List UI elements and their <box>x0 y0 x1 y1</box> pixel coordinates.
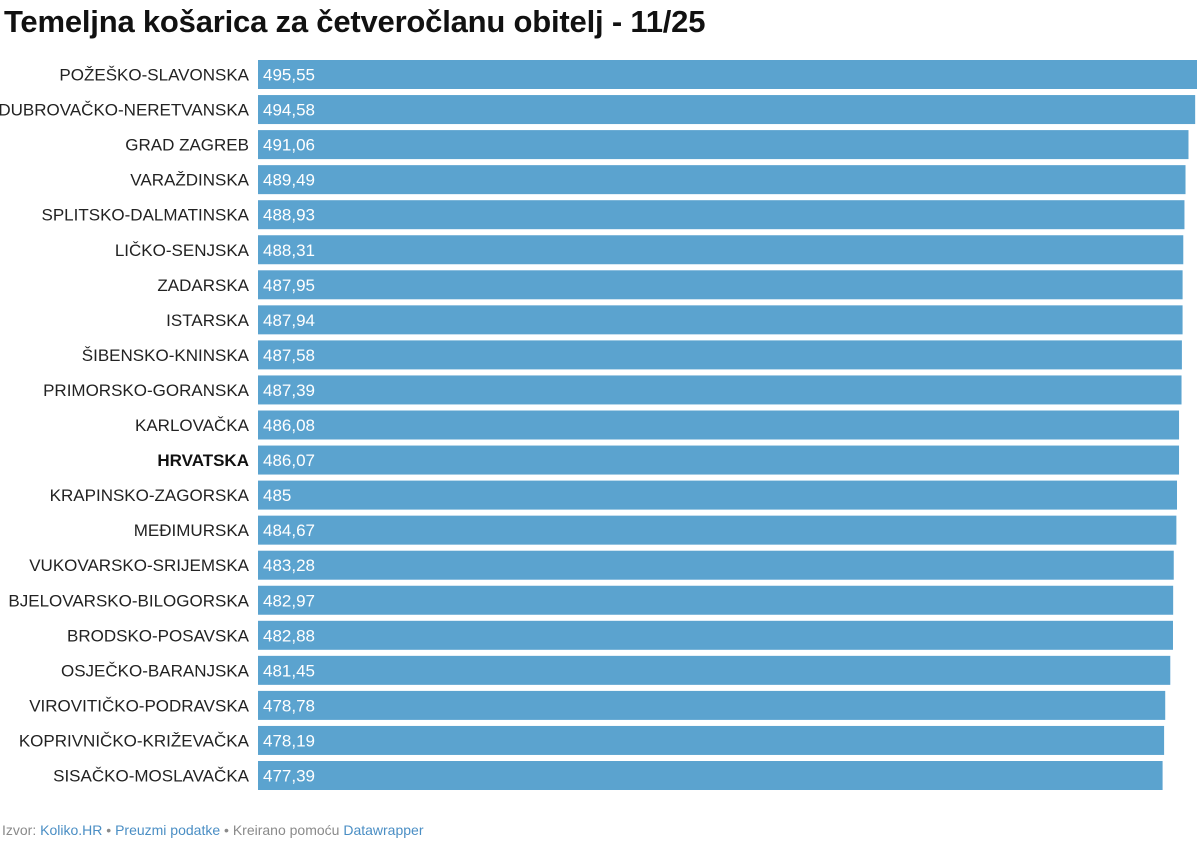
bar <box>258 655 1171 685</box>
category-label: DUBROVAČKO-NERETVANSKA <box>0 101 250 120</box>
bar-value-label: 482,97 <box>263 591 315 610</box>
bar-value-label: 489,49 <box>263 171 315 190</box>
bar <box>258 480 1178 510</box>
bar-value-label: 491,06 <box>263 136 315 155</box>
category-label: KOPRIVNIČKO-KRIŽEVAČKA <box>19 731 250 750</box>
category-label: SPLITSKO-DALMATINSKA <box>41 206 249 225</box>
category-label: VUKOVARSKO-SRIJEMSKA <box>29 556 249 575</box>
bar-value-label: 478,78 <box>263 696 315 715</box>
bar <box>258 515 1177 545</box>
bar <box>258 761 1163 790</box>
category-label: BRODSKO-POSAVSKA <box>67 626 250 645</box>
bar <box>258 270 1183 300</box>
category-label: VARAŽDINSKA <box>130 171 249 190</box>
bar <box>258 305 1183 335</box>
bar <box>258 235 1184 265</box>
category-label: GRAD ZAGREB <box>125 136 249 155</box>
datawrapper-link[interactable]: Datawrapper <box>343 822 424 838</box>
bar-value-label: 487,95 <box>263 276 315 295</box>
bar <box>258 585 1174 615</box>
chart-footer: Izvor: Koliko.HR • Preuzmi podatke • Kre… <box>2 822 423 838</box>
category-label: VIROVITIČKO-PODRAVSKA <box>29 696 249 715</box>
category-label: BJELOVARSKO-BILOGORSKA <box>8 591 249 610</box>
source-prefix: Izvor: <box>2 822 37 838</box>
bar-value-label: 488,31 <box>263 241 315 260</box>
bar <box>258 165 1186 195</box>
category-label: PRIMORSKO-GORANSKA <box>43 381 250 400</box>
bar-value-label: 486,08 <box>263 416 315 435</box>
separator-1: • <box>106 822 112 838</box>
chart-title: Temeljna košarica za četveročlanu obitel… <box>4 4 706 39</box>
bar-value-label: 482,88 <box>263 626 315 645</box>
bar <box>258 340 1182 370</box>
separator-2: • <box>224 822 229 838</box>
bar <box>258 725 1165 755</box>
category-label: KARLOVAČKA <box>135 416 250 435</box>
bar-value-label: 477,39 <box>263 767 315 786</box>
bar-value-label: 486,07 <box>263 451 315 470</box>
bar <box>258 95 1196 125</box>
bar <box>258 130 1189 160</box>
bar-value-label: 487,39 <box>263 381 315 400</box>
bar <box>258 60 1197 89</box>
category-label: HRVATSKA <box>157 451 249 470</box>
bar-value-label: 484,67 <box>263 521 315 540</box>
bar <box>258 690 1166 720</box>
bar <box>258 550 1174 580</box>
category-label: MEĐIMURSKA <box>134 521 250 540</box>
bar-value-label: 495,55 <box>263 66 315 85</box>
created-with-text: Kreirano pomoću <box>232 822 340 838</box>
category-label: LIČKO-SENJSKA <box>115 241 250 260</box>
category-label: SISAČKO-MOSLAVAČKA <box>53 767 250 786</box>
source-link[interactable]: Koliko.HR <box>40 822 103 838</box>
category-label: POŽEŠKO-SLAVONSKA <box>59 66 249 85</box>
bar-value-label: 487,94 <box>263 311 315 330</box>
bar-value-label: 478,19 <box>263 731 315 750</box>
bar <box>258 410 1180 440</box>
bar <box>258 620 1173 650</box>
bar <box>258 445 1180 475</box>
bar-value-label: 485 <box>263 486 291 505</box>
category-label: ISTARSKA <box>166 311 249 330</box>
category-label: KRAPINSKO-ZAGORSKA <box>50 486 250 505</box>
download-data-link[interactable]: Preuzmi podatke <box>115 822 221 838</box>
bar-value-label: 488,93 <box>263 206 315 225</box>
category-label: ZADARSKA <box>157 276 249 295</box>
category-label: ŠIBENSKO-KNINSKA <box>82 346 250 365</box>
bar-value-label: 481,45 <box>263 661 315 680</box>
bar <box>258 375 1182 405</box>
bar-value-label: 483,28 <box>263 556 315 575</box>
bar <box>258 200 1185 230</box>
bar-value-label: 494,58 <box>263 101 315 120</box>
bar-value-label: 487,58 <box>263 346 315 365</box>
category-label: OSJEČKO-BARANJSKA <box>61 661 250 680</box>
